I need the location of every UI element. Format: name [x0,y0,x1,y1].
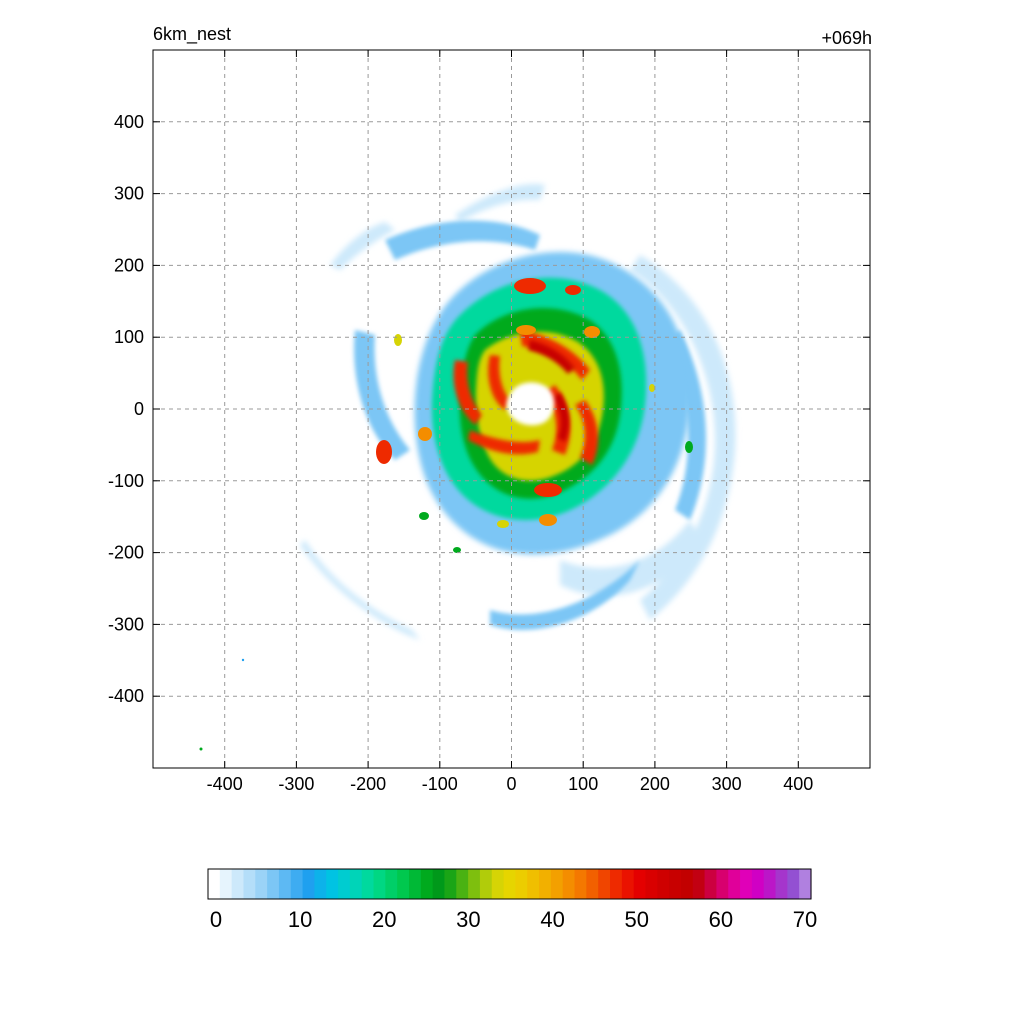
colorbar-tick-label: 70 [793,907,817,932]
y-tick-label: 100 [114,327,144,347]
x-axis: -400 -300 -200 -100 0 100 200 300 400 [207,50,813,794]
colorbar-swatch [680,869,694,899]
colorbar-swatch [385,869,398,899]
colorbar-swatch [692,869,706,899]
colorbar-swatch [751,869,765,899]
colorbar-swatch [491,869,505,899]
colorbar-swatch [787,869,800,899]
x-tick-label: 400 [783,774,813,794]
y-tick-label: 300 [114,184,144,204]
colorbar-swatch [456,869,469,899]
colorbar-swatch [574,869,587,899]
colorbar-swatch [231,869,245,899]
storm-eye [506,382,555,426]
colorbar-swatch [610,869,623,899]
colorbar-swatch [243,869,256,899]
colorbar [207,868,812,900]
colorbar-swatch [479,869,493,899]
colorbar-swatch [267,869,280,899]
colorbar-swatch [420,869,434,899]
x-tick-label: -400 [207,774,243,794]
colorbar-tick-label: 40 [540,907,564,932]
right-title: +069h [821,28,872,48]
colorbar-frame [207,868,812,900]
colorbar-swatch [373,869,386,899]
colorbar-swatch [799,869,812,899]
x-tick-label: -300 [278,774,314,794]
y-tick-label: 200 [114,255,144,275]
colorbar-swatch [621,869,635,899]
colorbar-tick-labels: 0 10 20 30 40 50 60 70 [210,907,817,932]
colorbar-swatch [278,869,292,899]
storm-field [199,184,736,751]
x-tick-label: -100 [422,774,458,794]
colorbar-swatch [763,869,777,899]
colorbar-swatch [468,869,481,899]
colorbar-tick-label: 10 [288,907,312,932]
colorbar-swatch [669,869,682,899]
colorbar-swatch [302,869,316,899]
colorbar-swatch [208,869,221,899]
colorbar-swatch [290,869,304,899]
colorbar-swatch [657,869,670,899]
y-tick-label: 400 [114,112,144,132]
colorbar-tick-label: 60 [709,907,733,932]
colorbar-swatch [550,869,564,899]
colorbar-swatch [527,869,540,899]
colorbar-swatch [539,869,552,899]
left-title: 6km_nest [153,24,231,45]
colorbar-swatch [740,869,753,899]
y-tick-label: -100 [108,471,144,491]
colorbar-swatch [775,869,788,899]
colorbar-swatch [444,869,457,899]
y-tick-label: -400 [108,686,144,706]
colorbar-swatch [728,869,741,899]
colorbar-tick-label: 0 [210,907,222,932]
speck [241,658,245,662]
dark-red-cores [528,340,575,442]
x-tick-label: 300 [712,774,742,794]
colorbar-swatch [598,869,611,899]
colorbar-tick-label: 50 [624,907,648,932]
colorbar-swatch [586,869,599,899]
colorbar-swatch [314,869,327,899]
colorbar-swatch [562,869,576,899]
colorbar-swatch [326,869,339,899]
speck [199,747,203,751]
colorbar-swatch [361,869,375,899]
colorbar-swatch [515,869,528,899]
x-tick-label: 200 [640,774,670,794]
x-tick-label: 100 [568,774,598,794]
colorbar-swatch [255,869,268,899]
y-tick-label: -300 [108,614,144,634]
colorbar-swatch [338,869,351,899]
colorbar-swatch [349,869,363,899]
colorbar-swatch [645,869,658,899]
colorbar-tick-label: 30 [456,907,480,932]
y-tick-label: 0 [134,399,144,419]
convective-cells [376,278,693,553]
y-axis: 400 300 200 100 0 -100 -200 -300 -400 [108,112,870,706]
colorbar-tick-label: 20 [372,907,396,932]
y-tick-label: -200 [108,543,144,563]
x-tick-label: -200 [350,774,386,794]
colorbar-swatch [397,869,410,899]
colorbar-swatch [503,869,517,899]
colorbar-swatch [633,869,647,899]
colorbar-swatch [409,869,422,899]
colorbar-swatch [716,869,729,899]
x-tick-label: 0 [506,774,516,794]
colorbar-swatch [219,869,233,899]
colorbar-swatch [432,869,446,899]
colorbar-swatch [704,869,718,899]
